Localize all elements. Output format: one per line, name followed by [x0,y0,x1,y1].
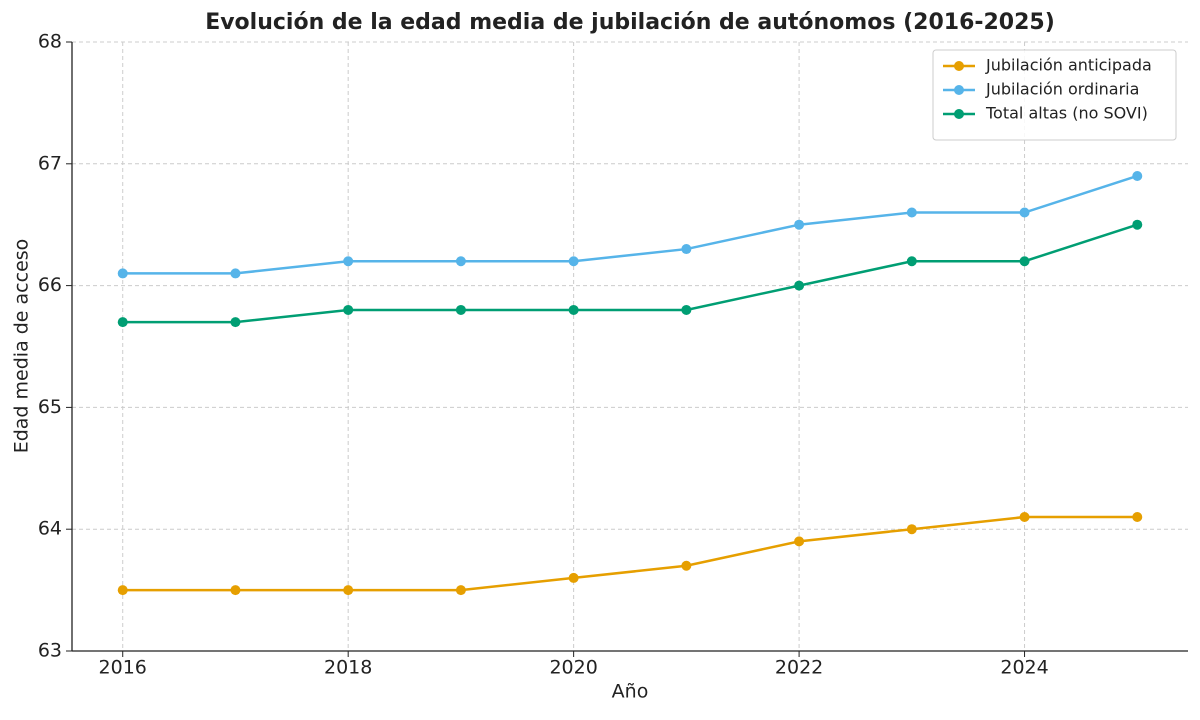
data-point [230,268,241,279]
data-point [1019,512,1030,523]
data-point [343,585,354,596]
data-point [906,256,917,267]
data-point [455,256,466,267]
data-point [794,219,805,230]
legend-label: Jubilación anticipada [985,56,1152,75]
data-point [117,268,128,279]
y-tick-label: 67 [38,152,62,174]
y-tick-label: 66 [38,274,62,296]
y-tick-label: 63 [38,640,62,662]
data-point [568,572,579,583]
y-tick-label: 65 [38,396,62,418]
data-point [681,304,692,315]
data-point [681,560,692,571]
data-point [1132,170,1143,181]
legend-marker [954,85,964,95]
chart-title: Evolución de la edad media de jubilación… [205,10,1055,35]
data-point [1019,256,1030,267]
data-point [906,207,917,218]
series-line [122,174,1138,275]
data-point [230,317,241,328]
x-tick-label: 2018 [324,657,372,679]
x-tick-label: 2016 [99,657,147,679]
data-point [455,585,466,596]
data-point [1019,207,1030,218]
series-line [122,223,1138,324]
y-axis-label: Edad media de acceso [11,239,33,454]
y-tick-label: 64 [38,518,62,540]
y-tick-label: 68 [38,31,62,53]
data-point [568,304,579,315]
legend-box [932,49,1177,141]
data-point [681,244,692,255]
legend-label: Jubilación ordinaria [985,80,1139,99]
x-tick-label: 2022 [775,657,823,679]
data-point [455,304,466,315]
x-tick-label: 2020 [549,657,597,679]
x-axis-label: Año [612,681,649,703]
data-point [1132,219,1143,230]
data-point [343,256,354,267]
data-point [1132,512,1143,523]
data-point [230,585,241,596]
legend-marker [954,109,964,119]
x-tick-label: 2024 [1000,657,1048,679]
data-point [117,585,128,596]
series-line [122,515,1138,592]
data-point [794,280,805,291]
data-point [343,304,354,315]
legend: Jubilación anticipada Jubilación ordinari… [932,49,1177,141]
data-point [906,524,917,535]
legend-marker [954,61,964,71]
data-point [794,536,805,547]
data-point [568,256,579,267]
legend-label: Total altas (no SOVI) [985,104,1148,123]
data-point [117,317,128,328]
